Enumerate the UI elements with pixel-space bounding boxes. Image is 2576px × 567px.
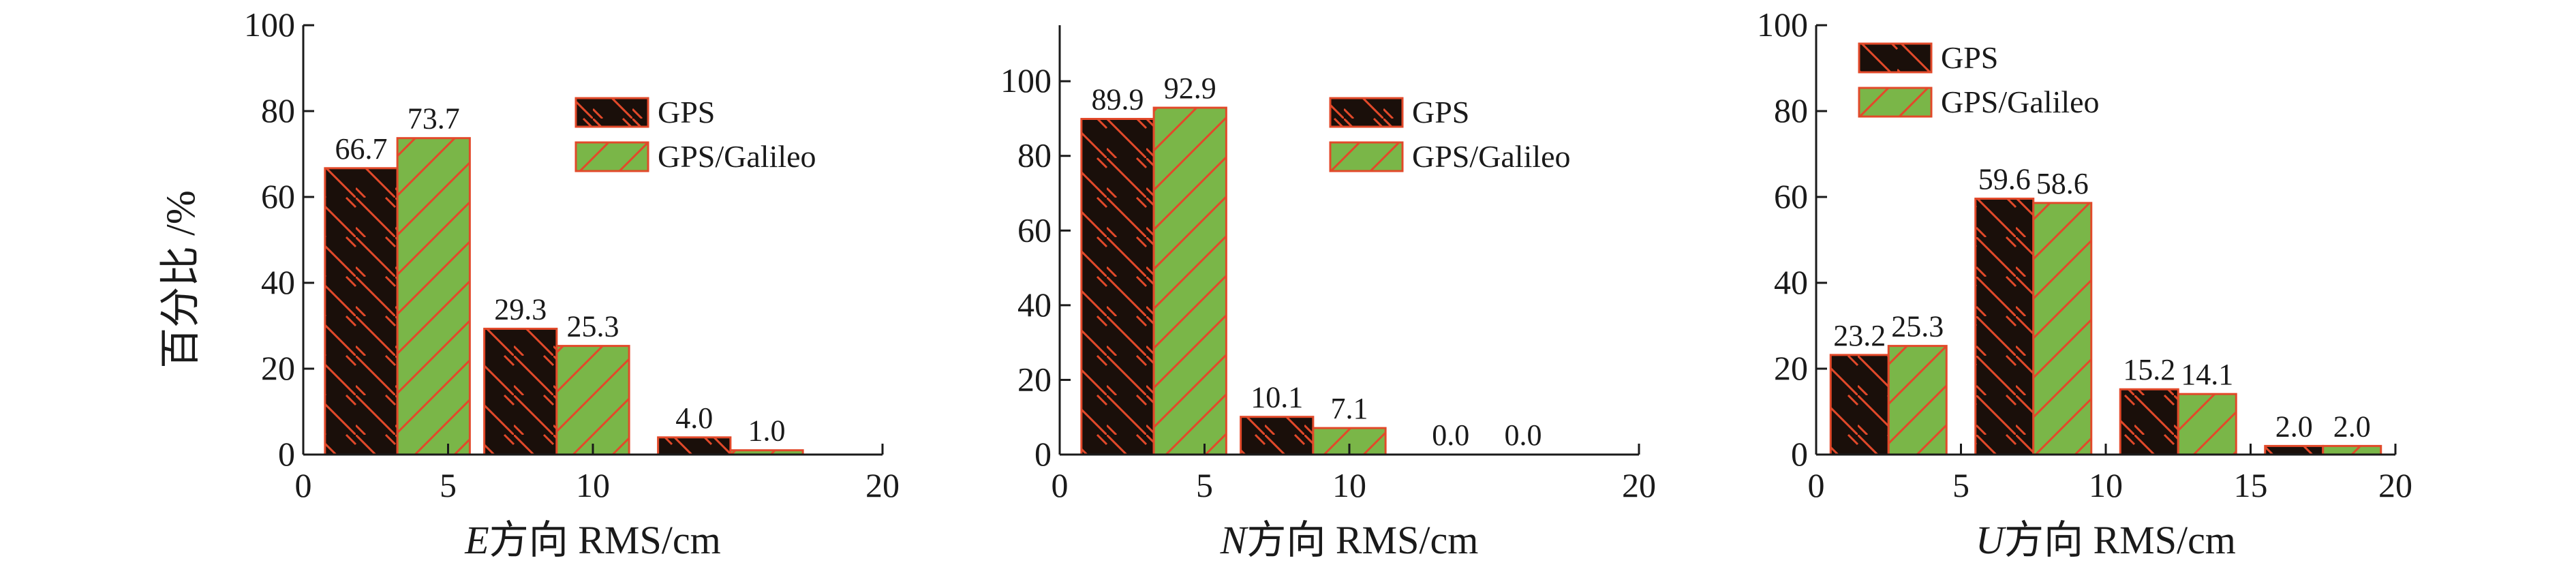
data-label-gps-1: 89.9	[1092, 83, 1144, 117]
chart-panel-u: 23.2 25.3 59.6 58.6 15.2 14.1 2.0 2.0 0 20 40 60 80 1…	[1757, 5, 2412, 562]
data-label-gps-3: 4.0	[675, 401, 713, 435]
bar-gps-galileo-1	[396, 137, 471, 456]
y-tick-label: 20	[261, 349, 295, 387]
legend: GPS GPS/Galileo	[1329, 95, 1571, 174]
legend-swatch-gps	[574, 97, 649, 128]
legend-label-gps-galileo: GPS/Galileo	[1941, 85, 2100, 119]
legend-swatch-gps	[1329, 97, 1404, 128]
x-tick-label: 10	[2089, 466, 2123, 504]
chart-panel-e: 66.7 73.7 29.3 25.3 4.0 1.0 0 20 40 60 80 100 0 5 10 20…	[244, 5, 900, 562]
bar-gps-1	[1080, 118, 1155, 456]
y-tick-label: 80	[261, 91, 295, 129]
legend-label-gps: GPS	[658, 95, 715, 129]
x-axis-title: U方向 RMS/cm	[1976, 518, 2236, 562]
y-tick-label: 0	[1034, 435, 1052, 473]
x-tick-label: 0	[1808, 466, 1825, 504]
y-tick-label: 60	[1774, 177, 1808, 215]
bar-gps-galileo-1	[1887, 345, 1948, 456]
legend-swatch-gps-galileo	[1858, 87, 1933, 118]
legend-label-gps-galileo: GPS/Galileo	[1412, 139, 1571, 174]
bar-gps-4	[2264, 444, 2325, 456]
bar-gps-galileo-3	[2177, 393, 2237, 456]
legend: GPS GPS/Galileo	[574, 95, 816, 174]
legend-label-gps: GPS	[1941, 40, 1998, 75]
x-tick-label: 5	[1196, 466, 1213, 504]
chart-panel-n: 89.9 92.9 10.1 7.1 0.0 0.0 0 20 40 60 80 100 0 5 10 20 N…	[1000, 25, 1656, 562]
x-tick-label: 5	[1952, 466, 1969, 504]
legend: GPS GPS/Galileo	[1858, 40, 2100, 119]
data-label-gps-galileo-2: 25.3	[567, 310, 619, 343]
data-label-gps-1: 23.2	[1833, 319, 1886, 352]
y-tick-label: 60	[1017, 211, 1052, 249]
data-label-gps-1: 66.7	[335, 132, 388, 166]
x-tick-label: 20	[1622, 466, 1656, 504]
y-tick-label: 40	[1774, 263, 1808, 301]
y-tick-label: 40	[261, 263, 295, 301]
y-tick-label: 20	[1774, 349, 1808, 387]
data-label-gps-galileo-3: 0.0	[1505, 418, 1542, 452]
bar-gps-3	[657, 436, 732, 456]
y-tick-label: 80	[1774, 91, 1808, 129]
data-label-gps-2: 10.1	[1251, 381, 1303, 414]
data-label-gps-galileo-2: 7.1	[1331, 392, 1368, 425]
data-label-gps-galileo-1: 92.9	[1164, 72, 1216, 105]
bar-gps-3	[2119, 388, 2179, 456]
x-tick-label: 15	[2234, 466, 2268, 504]
x-tick-label: 20	[865, 466, 900, 504]
data-label-gps-galileo-3: 1.0	[748, 414, 786, 448]
legend-swatch-gps-galileo	[574, 141, 649, 172]
x-tick-label: 20	[2378, 466, 2412, 504]
bar-gps-galileo-1	[1152, 106, 1227, 456]
y-tick-label: 100	[244, 5, 295, 44]
bar-gps-galileo-4	[2322, 444, 2382, 456]
y-tick-label: 0	[1791, 435, 1808, 473]
x-tick-label: 10	[1332, 466, 1366, 504]
data-label-gps-2: 29.3	[494, 292, 547, 326]
y-tick-label: 60	[261, 177, 295, 215]
data-label-gps-3: 15.2	[2123, 353, 2175, 386]
y-tick-label: 80	[1017, 136, 1052, 174]
bar-gps-2	[483, 327, 558, 456]
y-tick-label: 100	[1000, 61, 1052, 99]
data-label-gps-galileo-1: 25.3	[1891, 310, 1944, 343]
data-label-gps-galileo-2: 58.6	[2036, 167, 2089, 200]
x-tick-label: 10	[576, 466, 610, 504]
data-label-gps-2: 59.6	[1978, 163, 2031, 196]
data-label-gps-galileo-4: 2.0	[2333, 410, 2371, 443]
bar-gps-1	[324, 167, 399, 456]
legend-swatch-gps-galileo	[1329, 141, 1404, 172]
x-tick-label: 0	[1052, 466, 1069, 504]
data-label-gps-4: 2.0	[2275, 410, 2313, 443]
legend-label-gps: GPS	[1412, 95, 1469, 129]
y-tick-label: 20	[1017, 360, 1052, 398]
x-axis-title: N方向 RMS/cm	[1220, 518, 1479, 562]
bar-gps-2	[1240, 416, 1315, 456]
data-label-gps-galileo-3: 14.1	[2181, 358, 2233, 391]
bar-gps-galileo-2	[555, 345, 630, 456]
x-tick-label: 0	[295, 466, 312, 504]
x-axis-title: E方向 RMS/cm	[464, 518, 720, 562]
y-tick-label: 40	[1017, 286, 1052, 324]
data-label-gps-galileo-1: 73.7	[408, 102, 460, 136]
legend-swatch-gps	[1858, 42, 1933, 74]
bar-gps-galileo-2	[2032, 202, 2093, 456]
x-tick-label: 5	[440, 466, 457, 504]
y-tick-label: 100	[1757, 5, 1808, 44]
bar-gps-1	[1829, 354, 1890, 456]
data-label-gps-3: 0.0	[1432, 418, 1469, 452]
y-axis-label: 百分比 /%	[158, 190, 203, 369]
legend-label-gps-galileo: GPS/Galileo	[658, 139, 816, 174]
y-tick-label: 0	[278, 435, 295, 473]
bar-gps-2	[1974, 198, 2035, 456]
